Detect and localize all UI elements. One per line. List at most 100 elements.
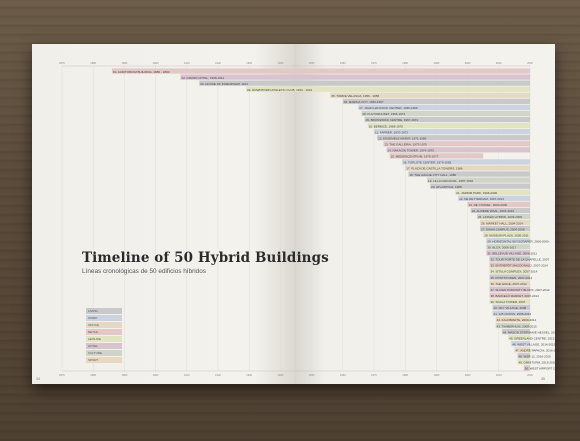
timeline-bar [430, 183, 530, 189]
x-tick-label-top: 2010 [496, 61, 502, 65]
timeline-bar [402, 159, 530, 165]
timeline-bar-label: 37. SLICED POROSITY BLOCK, 2007-2012 [490, 288, 549, 292]
timeline-bar [358, 104, 530, 111]
timeline-bar-label: 02. GRAND HOTEL, 1908-1911 [182, 76, 225, 80]
timeline-bar [386, 147, 530, 153]
legend-item: WORK [86, 315, 122, 321]
x-tick-label-top: 1880 [90, 61, 96, 65]
timeline-bar [523, 365, 530, 371]
timeline-bar-label: 39. SCALA TOWER, 2007 [490, 300, 525, 304]
x-tick-label-top: 1940 [278, 61, 284, 65]
timeline-bar [111, 68, 531, 74]
timeline-bar-label: 09. BRUNSWICK CENTRE, 1967-1972 [366, 118, 419, 122]
x-tick-label-top: 1910 [184, 61, 190, 65]
timeline-bar-label: 49. OMNITURM, 2016-2018 [519, 361, 555, 365]
timeline-bar [489, 286, 530, 292]
timeline-bar [342, 98, 530, 104]
timeline-bar [455, 189, 530, 195]
timeline-bar-label: 14. NAKAGIN TOWER, 1974-1975 [387, 149, 434, 153]
x-tick-label-bottom: 1890 [122, 373, 128, 377]
timeline-bar [367, 122, 530, 129]
x-tick-label-top: 1870 [59, 61, 65, 65]
x-tick-label-bottom: 1960 [340, 373, 346, 377]
timeline-bar [374, 129, 530, 135]
timeline-bar-label: 13. THE GALLERIA, 1973-1975 [384, 142, 427, 146]
timeline-bar [383, 141, 530, 147]
timeline-bar-label: 19. LILLA DIAGONAL, 1987-1994 [428, 179, 473, 183]
timeline-bar-label: 17. PLAZA DE CASTILLA TOWERS, 1986 [406, 167, 463, 171]
x-tick-label-bottom: 1880 [90, 373, 96, 377]
legend-item: RETAIL [86, 329, 122, 335]
x-tick-label-top: 1930 [246, 61, 252, 65]
legend-item: LEISURE [86, 336, 122, 342]
timeline-bar [470, 207, 530, 214]
timeline-bar-label: 46. WEST VILLAGE, 2014-2015 [512, 342, 555, 346]
timeline-bar-label: 24. ALMERE WAAL, 2001-2016 [472, 209, 515, 213]
timeline-bar [508, 335, 530, 341]
legend-item: HOTEL [86, 343, 122, 349]
x-tick-label-bottom: 2000 [465, 373, 471, 377]
timeline-bar [199, 80, 530, 86]
timeline-bar-label: 45. GREENLAND CENTRE, 2013-2015 [509, 336, 555, 340]
timeline-bar-label: 50. WEST AIRPORT CITY, 2018-2019 [525, 367, 555, 371]
timeline-bar [486, 250, 530, 256]
timeline-bar-label: 21. JARDIM PARK, 1996-2006 [456, 191, 497, 195]
timeline-bar-label: 30. BLOX, 2006-2017 [487, 246, 516, 250]
timeline-bar-label: 12. ENSEMBLE MARAT, 1971-1986 [378, 136, 426, 140]
timeline-bar-label: 41. 125 CROSS, 2008-2013 [494, 312, 532, 316]
x-tick-label-bottom: 1900 [153, 373, 159, 377]
x-tick-label-bottom: 1950 [309, 373, 315, 377]
x-tick-label-bottom: 1920 [215, 373, 221, 377]
x-tick-label-top: 1920 [215, 61, 221, 65]
legend-item: CULTURE [86, 350, 122, 356]
x-tick-label-bottom: 1910 [184, 373, 190, 377]
timeline-bar-label: 20. ATLASPOLE, 1988 [431, 185, 462, 189]
timeline-bar-label: 22. DE RETTERDAM, 1997-2013 [459, 197, 504, 201]
timeline-bar-label: 01. AUDITORIUM BUILDING, 1886 - 1890 [113, 70, 170, 74]
timeline-bar [361, 110, 530, 117]
timeline-bar [467, 201, 530, 207]
timeline-bar-label: 29. HORIZONTAL SKYSCRAPER, 2006-2009 [487, 239, 549, 243]
timeline-bar [377, 135, 530, 141]
timeline-bar-label: 38. BARCELÓ MARKET, 2007-2014 [490, 293, 539, 298]
timeline-bar-label: 42. KALKBREITE, 2009-2014 [497, 318, 537, 322]
timeline-bar-label: 43. TIMMERHUIS, 2009-2015 [497, 324, 537, 328]
timeline-bar [495, 316, 530, 323]
x-tick-label-bottom: 2020 [527, 373, 533, 377]
legend-item: SPORT [86, 357, 122, 363]
timeline-bar-label: 36. THE EDGE, 2007-2012 [490, 282, 527, 286]
left-page-number: 34 [36, 377, 40, 381]
category-legend: LIVING WORK OFFICE RETAIL LEISURE HOTEL CULTUR… [86, 308, 122, 364]
timeline-bar [514, 347, 530, 353]
right-page-number: 35 [541, 377, 545, 381]
timeline-bar [458, 195, 530, 201]
x-tick-label-top: 1970 [371, 61, 377, 65]
legend-item: OFFICE [86, 322, 122, 328]
timeline-bar-label: 11. FARRER, 1970-1973 [375, 130, 408, 134]
timeline-bar [480, 225, 530, 232]
timeline-bar-label: 40. SKY VILLAGE, 2008 [494, 306, 527, 310]
timeline-bar [427, 177, 530, 183]
left-page [32, 44, 294, 384]
timeline-bar [486, 238, 530, 244]
timeline-bar-label: 34. SITULA COMPLEX, 2007-2014 [490, 270, 537, 274]
timeline-bar [476, 213, 530, 220]
timeline-bar [489, 274, 530, 280]
timeline-bar [246, 86, 530, 92]
timeline-bar [364, 116, 530, 123]
timeline-bar-label: 35. PONTSTOREN, 2007-2014 [490, 276, 532, 280]
timeline-bar-label: 07. JOHN HANCOCK CENTER, 1965-1969 [359, 106, 418, 110]
timeline-bar [495, 322, 530, 329]
x-tick-label-top: 1980 [402, 61, 408, 65]
timeline-bar-label: 04. DOWNTOWN ATHLETIC CLUB, 1929 - 1931 [247, 88, 312, 92]
timeline-bar-label: 16. TOPLOTE CENTER, 1979-1983 [403, 161, 451, 165]
chart-title: Timeline of 50 Hybrid Buildings [82, 250, 329, 266]
x-tick-label-top: 2000 [465, 61, 471, 65]
x-tick-label-top: 1960 [340, 61, 346, 65]
timeline-bar-label: 27. EWHA CAMPUS, 2004-2008 [481, 227, 525, 231]
timeline-bar [389, 153, 484, 159]
timeline-bar [486, 244, 530, 250]
timeline-bar-label: 03. HOUSE OF FRIENDSHIP, 1914 [200, 82, 248, 86]
timeline-bar [492, 304, 530, 310]
timeline-bar-label: 06. MARINA CITY, 1960-1967 [344, 100, 384, 104]
